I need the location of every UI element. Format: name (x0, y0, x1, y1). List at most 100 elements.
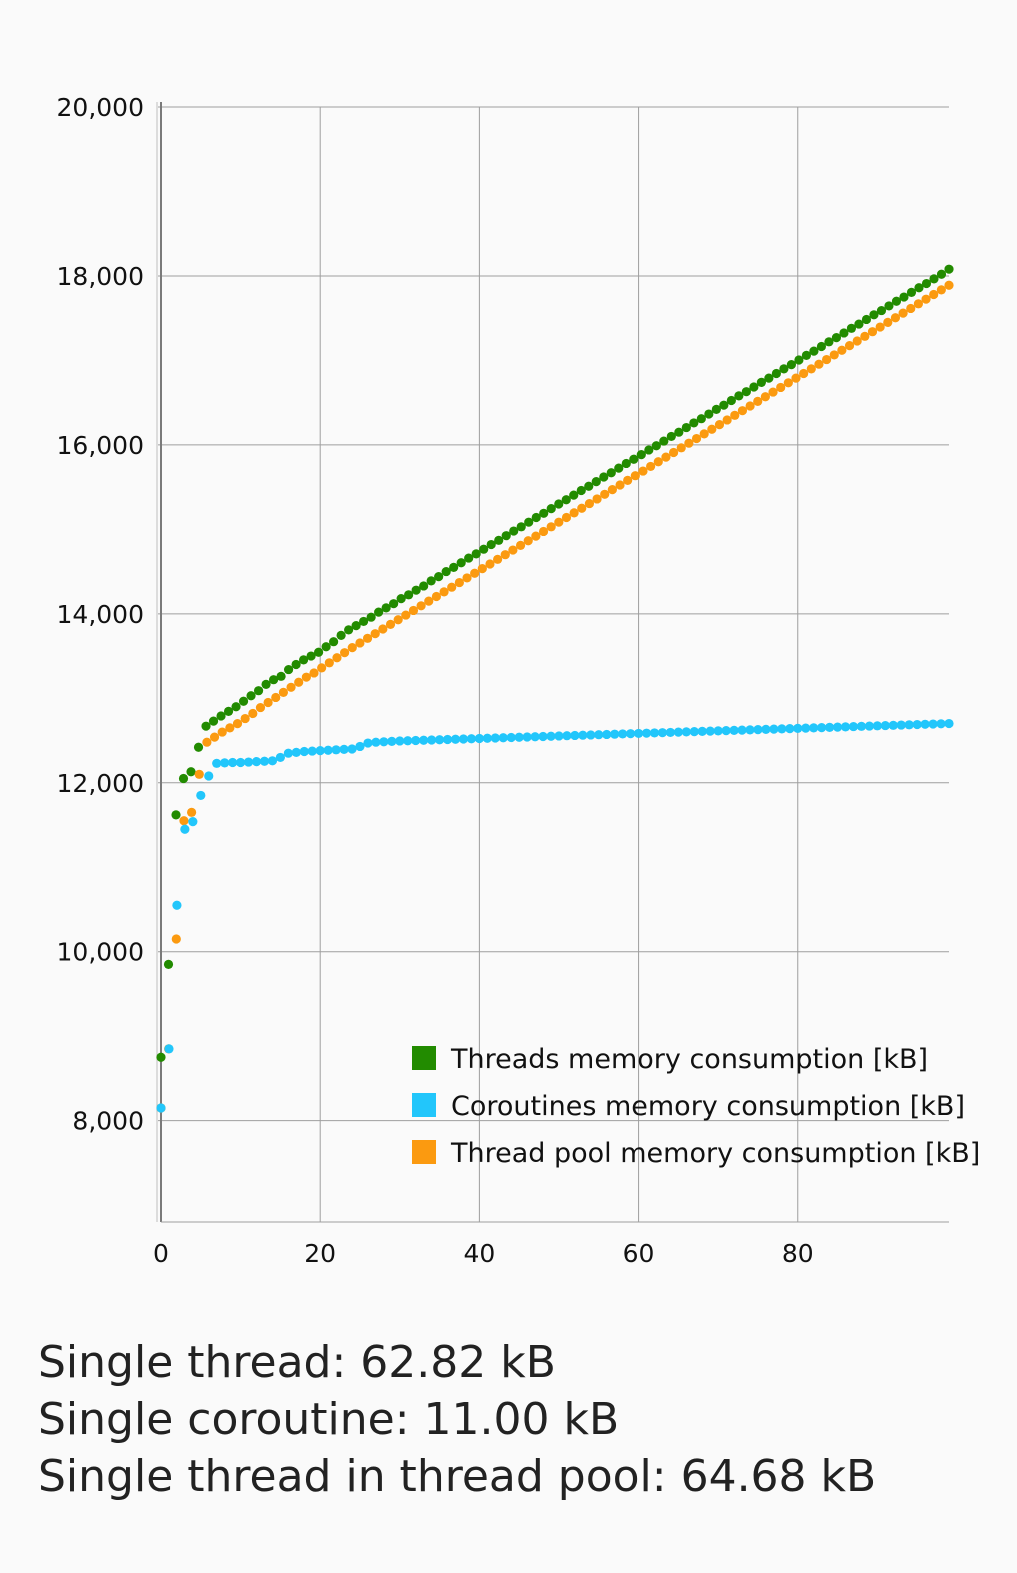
data-point (347, 744, 357, 754)
data-point (321, 642, 331, 652)
data-point (374, 607, 384, 617)
data-point (464, 553, 474, 563)
data-point (630, 471, 640, 481)
data-point (861, 314, 872, 325)
data-point (514, 732, 524, 742)
data-point (291, 659, 301, 670)
data-point (187, 807, 197, 817)
data-point (351, 621, 361, 631)
data-point (238, 696, 249, 706)
data-point (806, 364, 816, 374)
data-point (621, 458, 631, 469)
data-point (278, 687, 289, 697)
data-point (809, 346, 819, 356)
data-point (404, 590, 414, 600)
y-tick-label: 18,000 (57, 262, 144, 291)
data-point (216, 711, 226, 721)
data-point (883, 317, 893, 327)
data-point (178, 773, 189, 784)
data-point (928, 719, 938, 729)
data-point (193, 742, 204, 752)
data-point (921, 294, 931, 304)
data-point (306, 651, 316, 661)
data-point (508, 545, 518, 555)
data-point (904, 720, 914, 730)
data-point (691, 433, 702, 444)
data-point (734, 391, 744, 401)
data-point (760, 392, 770, 402)
data-point (477, 564, 487, 574)
data-point (450, 734, 461, 744)
data-point (501, 531, 511, 541)
data-point (336, 630, 346, 640)
data-point (456, 558, 466, 568)
data-point (864, 721, 875, 731)
data-point (538, 526, 549, 537)
data-point (906, 303, 916, 314)
legend-swatch (412, 1046, 436, 1070)
data-point (186, 767, 196, 777)
data-point (212, 758, 222, 768)
data-point (880, 720, 890, 731)
data-point (359, 616, 369, 627)
data-points (156, 264, 954, 1113)
data-point (665, 727, 676, 738)
data-point (745, 401, 755, 411)
data-point (814, 359, 824, 369)
data-point (749, 382, 759, 392)
data-point (676, 443, 686, 453)
x-tick-label: 60 (623, 1239, 655, 1268)
data-point (225, 723, 235, 733)
data-point (208, 716, 219, 726)
data-point (769, 724, 779, 734)
data-point (707, 424, 717, 434)
data-point (674, 427, 684, 437)
data-point (474, 733, 484, 744)
data-point (816, 341, 827, 352)
data-point (825, 722, 835, 732)
data-point (817, 722, 827, 733)
data-point (737, 725, 747, 735)
data-point (447, 582, 457, 592)
data-point (339, 744, 349, 754)
data-point (204, 771, 214, 781)
data-point (837, 345, 847, 355)
data-point (591, 477, 601, 487)
data-point (921, 278, 932, 289)
data-point (711, 404, 721, 415)
data-point (202, 737, 212, 747)
data-point (726, 395, 736, 406)
data-point (355, 741, 365, 752)
data-point (378, 624, 388, 634)
data-point (253, 686, 264, 696)
single-coroutine-summary: Single coroutine: 11.00 kB (38, 1394, 620, 1445)
data-point (646, 461, 656, 472)
data-point (777, 724, 787, 734)
data-point (246, 691, 256, 701)
data-point (936, 269, 947, 279)
data-point (801, 350, 812, 360)
data-point (944, 264, 954, 274)
data-point (408, 605, 419, 616)
data-point (793, 723, 803, 733)
data-point (196, 790, 206, 801)
data-point (771, 368, 781, 379)
data-point (419, 581, 429, 591)
data-point (531, 531, 541, 541)
data-point (331, 745, 341, 755)
data-point (411, 585, 421, 595)
data-point (912, 719, 922, 730)
data-point (294, 677, 304, 687)
data-point (936, 719, 946, 729)
data-point (944, 718, 954, 729)
data-point (668, 447, 679, 458)
data-point (458, 734, 469, 744)
data-point (614, 463, 624, 473)
data-point (721, 726, 731, 736)
data-point (869, 310, 879, 320)
data-point (854, 319, 864, 329)
data-point (600, 489, 610, 499)
data-point (424, 596, 434, 606)
data-point (434, 572, 444, 582)
data-point (309, 668, 319, 678)
